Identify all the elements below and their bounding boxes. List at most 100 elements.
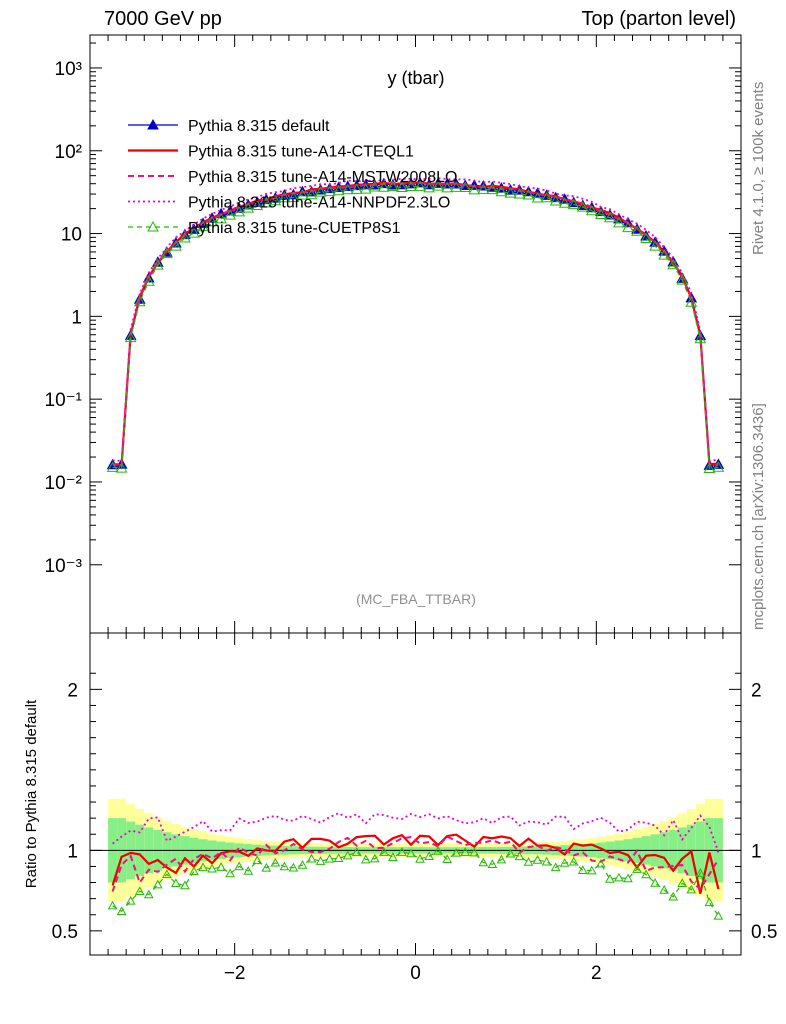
ratio-marker-4 [650,877,660,887]
ratio-marker-4 [451,847,462,857]
series-marker-5 [215,212,227,224]
ratio-marker-4 [550,862,561,872]
ratio-marker-4 [107,900,118,910]
ratio-marker-4 [541,856,552,866]
legend-label-3: Pythia 8.315 tune-A14-MSTW2008LO [188,169,457,186]
ratio-marker-4 [695,868,706,877]
series-marker-5 [504,187,517,198]
ratio-marker-4 [478,857,489,867]
series-marker-5 [368,181,381,192]
ratio-marker-4 [397,847,407,856]
series-marker-5 [631,225,643,236]
series-marker-5 [242,202,255,213]
ratio-xtick-label: −2 [224,963,246,984]
series-marker-5 [260,196,273,208]
series-marker-5 [432,180,444,191]
ratio-marker-4 [433,846,443,855]
ratio-marker-4 [659,884,669,894]
series-marker-5 [106,461,119,472]
main-ytick-label: 10 [61,225,82,246]
ratio-marker-4 [270,857,281,867]
ratio-ytick-label: 0.5 [52,922,78,943]
ratio-marker-4 [279,861,290,871]
series-marker-5 [576,201,589,212]
ratio-uncertainty-bands [90,798,741,902]
series-marker-5 [558,197,571,208]
series-line-3 [112,181,719,467]
series-marker-5 [549,194,562,206]
ratio-marker-4 [180,880,190,890]
series-marker-5 [278,191,291,203]
series-marker-5 [585,204,598,216]
series-marker-5 [658,249,670,260]
ratio-marker-4 [234,861,245,871]
series-line-5 [112,185,719,470]
ratio-marker-4 [288,862,299,872]
series-marker-5 [115,462,128,473]
series-marker-5 [531,191,544,203]
ratio-marker-4 [143,889,154,899]
series-marker-5 [405,180,417,192]
series-marker-5 [712,461,725,472]
ratio-marker-4 [686,884,697,894]
ratio-marker-4 [388,852,398,862]
series-marker-5 [685,296,698,307]
ratio-marker-4 [677,878,688,887]
ratio-marker-4 [379,847,389,856]
series-marker-5 [124,331,137,343]
main-ytick-label: 10² [55,142,82,163]
ratio-marker-4 [605,874,615,883]
ratio-marker-4 [225,868,235,878]
series-marker-5 [414,180,426,191]
ratio-marker-4 [315,856,326,865]
ratio-marker-4 [252,855,263,865]
ratio-marker-4 [641,869,651,879]
series-line-4 [112,177,719,463]
series-marker-5 [613,216,625,228]
series-marker-5 [359,183,372,194]
header-right: Top (parton level) [581,8,736,30]
ratio-marker-4 [532,855,543,864]
main-ytick-label: 10⁻¹ [45,390,83,411]
series-marker-5 [522,188,535,200]
ratio-xtick-label: 0 [410,963,421,984]
ratio-ytick-label-right: 1 [751,841,762,862]
axis-ticks: 10⁻³ 10⁻² 10⁻¹ 1 10 10² 10³ −2 0 2 0.5 0.5 1 1 2 2 [45,35,777,984]
ratio-marker-4 [333,853,344,863]
series-marker-5 [450,181,463,192]
ratio-marker-4 [152,879,163,889]
ratio-marker-4 [442,854,452,863]
series-marker-5 [323,185,336,197]
ratio-line-3 [112,812,720,853]
ratio-marker-4 [596,858,606,868]
series-marker-5 [170,240,182,251]
series-marker-5 [676,274,689,285]
series-marker-5 [305,188,318,200]
ratio-marker-4 [487,859,498,868]
series-marker-5 [341,183,354,195]
ratio-marker-4 [496,854,507,864]
series-marker-5 [513,187,526,199]
ratio-marker-4 [505,848,516,858]
legend-label-2: Pythia 8.315 tune-A14-CTEQL1 [188,144,414,161]
ratio-marker-4 [207,863,217,873]
legend-marker-5 [147,220,159,232]
series-marker-5 [133,295,146,307]
series-marker-5 [350,183,363,194]
ratio-marker-4 [162,869,172,879]
series-marker-5 [188,227,200,238]
ratio-ylabel: Ratio to Pythia 8.315 default [23,699,40,888]
ratio-marker-4 [713,910,724,920]
ratio-marker-4 [406,848,416,858]
ratio-marker-4 [297,860,308,869]
series-marker-5 [387,180,399,192]
series-marker-5 [667,258,680,270]
ratio-frame [89,632,742,956]
series-marker-5 [540,191,553,203]
series-marker-5 [142,275,155,286]
series-marker-5 [640,232,652,243]
ratio-marker-4 [324,853,335,863]
ratio-marker-4 [523,857,534,866]
ratio-marker-4 [125,895,136,905]
